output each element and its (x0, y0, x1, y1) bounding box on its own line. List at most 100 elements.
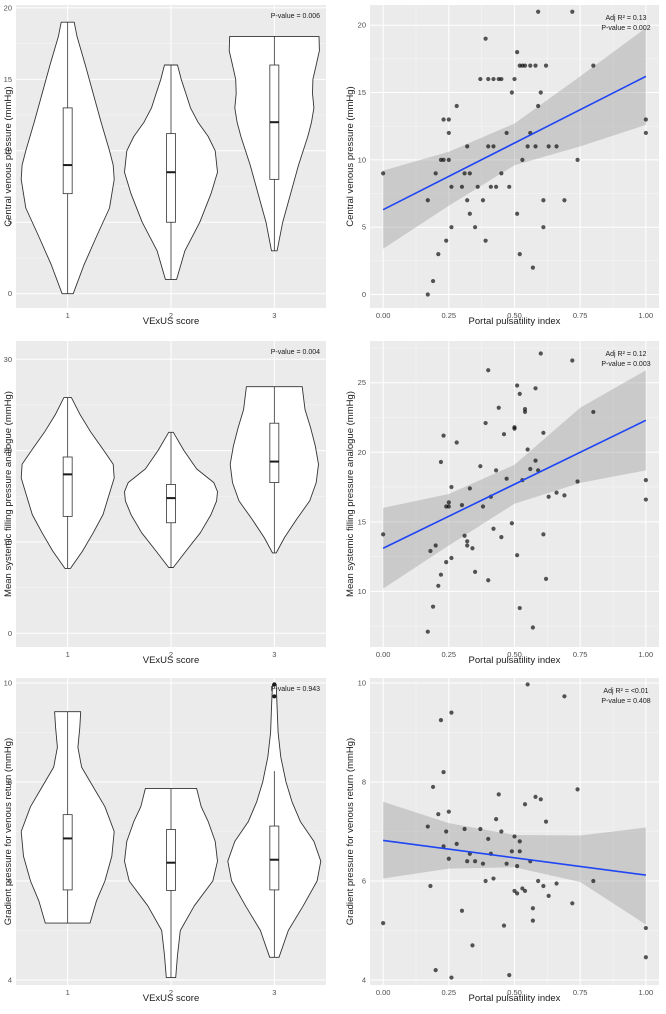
data-point (512, 888, 517, 894)
data-point (491, 526, 496, 531)
data-point (449, 184, 454, 189)
x-tick-label: 1.00 (639, 988, 654, 997)
x-tick-label: 0.00 (376, 988, 391, 997)
box-body (269, 825, 280, 891)
data-point (507, 972, 512, 978)
data-point (472, 225, 478, 230)
data-point (554, 881, 559, 886)
x-tick-label: 0.50 (507, 311, 522, 320)
data-point (446, 856, 451, 861)
x-tick-label: 0.25 (442, 650, 457, 659)
panel-B2: 10 15 20 25 0.00 0.25 0.50 0.75 1.00 Adj R² = 0.1… (345, 341, 659, 666)
x-tick-label: 2 (169, 311, 173, 320)
data-point (517, 391, 522, 396)
data-point (433, 968, 438, 973)
data-point (425, 292, 430, 297)
data-point (643, 955, 648, 960)
y-tick-label: 20 (4, 446, 12, 455)
data-point (480, 504, 486, 509)
outlier-point (272, 694, 277, 699)
data-point (543, 819, 549, 824)
data-point (470, 943, 475, 948)
data-point (509, 849, 514, 854)
x-axis-label: Portal pulsatility index (469, 316, 561, 327)
data-point (449, 710, 454, 715)
data-point (536, 9, 541, 14)
data-point (525, 447, 530, 452)
data-point (562, 694, 567, 699)
data-point (381, 532, 386, 537)
data-point (462, 533, 467, 538)
data-point (454, 440, 459, 445)
data-point (444, 238, 449, 243)
y-axis-label: Central venous pressure (mmHg) (345, 86, 356, 226)
y-tick-label: 15 (358, 517, 366, 526)
data-point (533, 144, 538, 149)
data-point (543, 63, 549, 68)
data-point (575, 157, 580, 162)
y-tick-label: 10 (4, 537, 12, 546)
data-point (449, 484, 454, 490)
data-point (436, 583, 441, 588)
y-tick-label: 10 (358, 155, 366, 164)
data-point (499, 535, 504, 540)
data-point (515, 553, 520, 558)
y-tick-label: 10 (4, 146, 12, 155)
y-tick-label: 4 (8, 976, 12, 985)
box-body (166, 133, 176, 223)
data-point (546, 893, 551, 898)
data-point (643, 497, 648, 502)
y-tick-label: 10 (358, 587, 366, 596)
data-point (533, 458, 538, 463)
x-axis-label: Portal pulsatility index (469, 655, 561, 666)
data-point (538, 797, 543, 802)
y-tick-label: 6 (8, 877, 12, 886)
y-tick-label: 5 (362, 223, 366, 232)
data-point (541, 883, 546, 889)
stat-annotation: P-value = 0.003 (601, 361, 650, 368)
data-point (494, 468, 499, 473)
data-point (570, 9, 575, 14)
data-point (496, 792, 501, 797)
data-point (533, 794, 538, 799)
x-tick-label: 0.75 (573, 650, 588, 659)
data-point (436, 252, 441, 257)
y-axis-label: Gradient pressure for venous return (mmH… (3, 738, 14, 925)
data-point (512, 834, 517, 839)
regression-line (383, 839, 646, 876)
data-point (491, 76, 496, 82)
data-point (459, 184, 465, 189)
x-tick-label: 1 (66, 650, 70, 659)
data-point (541, 430, 546, 435)
data-point (446, 809, 451, 814)
data-point (512, 76, 517, 82)
regression-line (382, 75, 647, 211)
data-point (499, 829, 504, 834)
data-point (449, 555, 454, 561)
data-point (591, 409, 596, 415)
x-tick-label: 3 (272, 650, 276, 659)
data-point (425, 629, 430, 634)
data-point (444, 560, 449, 565)
data-point (530, 625, 535, 630)
y-axis-label: Mean systemic filling pressure analogue … (345, 391, 356, 597)
data-point (483, 420, 488, 426)
x-tick-label: 3 (272, 988, 276, 997)
y-tick-label: 0 (8, 629, 12, 638)
x-tick-label: 1 (66, 988, 70, 997)
data-point (470, 546, 475, 551)
data-point (441, 117, 446, 122)
data-point (480, 198, 486, 203)
data-point (522, 63, 528, 68)
data-point (478, 76, 483, 82)
data-point (459, 503, 465, 508)
data-point (494, 184, 499, 189)
confidence-band (383, 27, 646, 249)
panel-B3: 4 6 8 10 0.00 0.25 0.50 0.75 1.00 Adj R² = <0.01 P… (345, 678, 659, 1004)
data-point (465, 543, 470, 548)
panel-A1: 0 5 10 15 20 1 2 3 P-value = 0.006 VExUS score Cen… (3, 3, 326, 327)
data-point (554, 144, 559, 149)
x-axis-label: Portal pulsatility index (469, 993, 561, 1004)
y-tick-label: 10 (4, 678, 12, 687)
data-point (430, 278, 436, 284)
